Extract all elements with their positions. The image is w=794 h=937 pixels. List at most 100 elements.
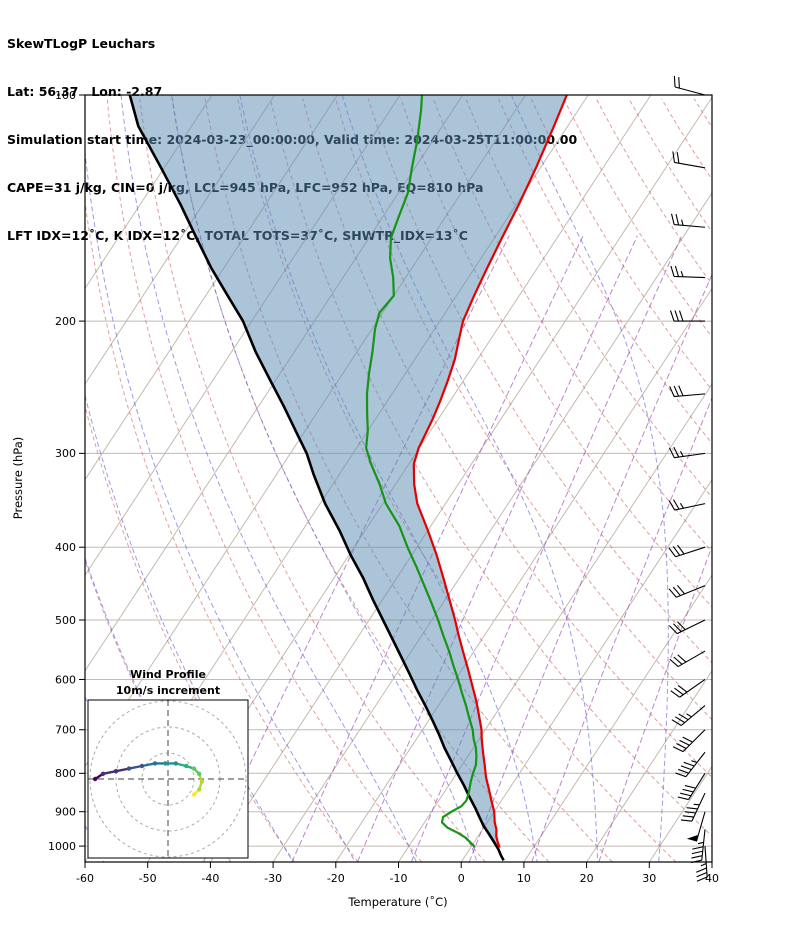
hodograph-point xyxy=(191,766,197,771)
wind-profile-title: Wind Profile xyxy=(130,668,206,681)
hodograph-point xyxy=(152,761,158,766)
black-reference-curve xyxy=(128,95,505,862)
moist-adiabat-line xyxy=(341,95,599,862)
x-tick-label: 0 xyxy=(458,872,465,885)
hodograph-segment xyxy=(101,770,118,775)
wind-barb xyxy=(672,729,706,753)
cape-shade-area xyxy=(129,95,567,847)
y-tick-label: 1000 xyxy=(48,840,76,853)
hodograph-point xyxy=(191,792,197,797)
wind-barb xyxy=(675,751,706,778)
x-tick-label: -50 xyxy=(139,872,157,885)
y-tick-label: 400 xyxy=(55,541,76,554)
y-tick-label: 300 xyxy=(55,447,76,460)
hodograph-inset: Wind Profile 10m/s increment xyxy=(87,668,249,859)
y-tick-label: 900 xyxy=(55,806,76,819)
dry-adiabat-line xyxy=(139,98,486,862)
dry-adiabat-line xyxy=(204,98,613,862)
x-axis-label: Temperature (˚C) xyxy=(347,894,447,909)
hodograph-point xyxy=(163,761,168,766)
x-tick-label: 40 xyxy=(705,872,719,885)
x-tick-label: 10 xyxy=(517,872,531,885)
hodograph-point xyxy=(184,763,189,769)
y-axis: 100 200 300 400 500 600 700 800 900 1000 xyxy=(48,89,85,853)
wind-barb xyxy=(680,792,706,822)
hodograph-point xyxy=(139,763,145,769)
x-tick-label: -60 xyxy=(76,872,94,885)
dry-adiabat-line xyxy=(367,98,712,664)
x-tick-label: -20 xyxy=(327,872,345,885)
page-title: SkewTLogP Leuchars xyxy=(7,36,156,51)
hodograph-point xyxy=(113,769,119,774)
hodograph-border xyxy=(87,699,249,859)
wind-barb xyxy=(671,705,706,726)
wind-barb xyxy=(677,773,706,801)
hodograph-point xyxy=(173,761,178,766)
isotherm-line xyxy=(209,96,712,862)
moist-adiabat-line xyxy=(720,95,788,862)
wind-barb xyxy=(670,679,706,698)
dry-adiabat-line xyxy=(335,98,712,721)
y-tick-label: 600 xyxy=(55,673,76,686)
wind-barb xyxy=(668,544,706,558)
wind-barb xyxy=(668,499,706,511)
mixing-ratio-line xyxy=(531,396,712,862)
wind-barb xyxy=(670,265,706,279)
wind-barb xyxy=(671,213,706,228)
wind-barb xyxy=(668,619,706,635)
hodograph-point xyxy=(126,766,132,771)
mixing-ratio-line xyxy=(598,545,712,862)
isotherm-line xyxy=(523,574,712,862)
dry-adiabat-line xyxy=(498,98,712,445)
wind-barb-pennant xyxy=(686,834,699,842)
wind-barb xyxy=(673,75,706,96)
y-tick-label: 200 xyxy=(55,315,76,328)
y-tick-label: 100 xyxy=(55,89,76,102)
hodograph-point xyxy=(197,771,202,776)
wind-barb xyxy=(669,650,706,668)
hodograph-plot xyxy=(88,700,248,858)
temperature-curve xyxy=(412,95,568,848)
hodograph-point xyxy=(100,771,106,776)
wind-barb xyxy=(668,446,706,459)
sounding-profiles xyxy=(128,95,568,862)
mixing-ratio-line xyxy=(468,273,712,862)
wind-barbs xyxy=(668,75,708,882)
hodograph-segment xyxy=(114,767,131,773)
hodograph-point xyxy=(197,787,202,792)
cape-shading xyxy=(129,95,567,847)
dry-adiabat-line xyxy=(595,98,712,286)
dry-adiabat-line xyxy=(628,98,712,233)
dry-adiabat-line xyxy=(693,98,712,129)
isotherm-line xyxy=(648,765,712,862)
wind-barb xyxy=(669,385,706,398)
wind-barb xyxy=(696,846,708,882)
dry-adiabat-line xyxy=(530,98,712,391)
x-axis: -60 -50 -40 -30 -20 -10 0 10 20 30 40 xyxy=(76,862,719,885)
dry-adiabat-line xyxy=(661,98,712,181)
x-tick-label: 20 xyxy=(580,872,594,885)
dry-adiabat-line xyxy=(106,98,422,862)
hodograph-segment xyxy=(140,762,157,768)
dewpoint-curve xyxy=(365,95,478,848)
isotherm-line xyxy=(711,861,712,862)
dry-adiabat-line xyxy=(85,198,359,862)
y-tick-label: 700 xyxy=(55,724,76,737)
wind-profile-subtitle: 10m/s increment xyxy=(116,684,220,697)
x-tick-label: -10 xyxy=(390,872,408,885)
x-tick-label: -40 xyxy=(201,872,219,885)
mixing-ratio-line xyxy=(357,235,638,862)
moist-adiabat-line xyxy=(510,95,669,862)
y-axis-label: Pressure (hPa) xyxy=(11,437,25,520)
moist-adiabat-line xyxy=(85,147,356,862)
x-tick-label: 30 xyxy=(642,872,656,885)
hodograph-segment xyxy=(127,764,144,770)
wind-barb xyxy=(668,585,706,598)
x-tick-label: -30 xyxy=(264,872,282,885)
moist-adiabat-line xyxy=(120,95,417,862)
isotherm-line xyxy=(586,669,712,862)
wind-barb xyxy=(672,151,706,169)
hodograph-point xyxy=(93,776,98,782)
